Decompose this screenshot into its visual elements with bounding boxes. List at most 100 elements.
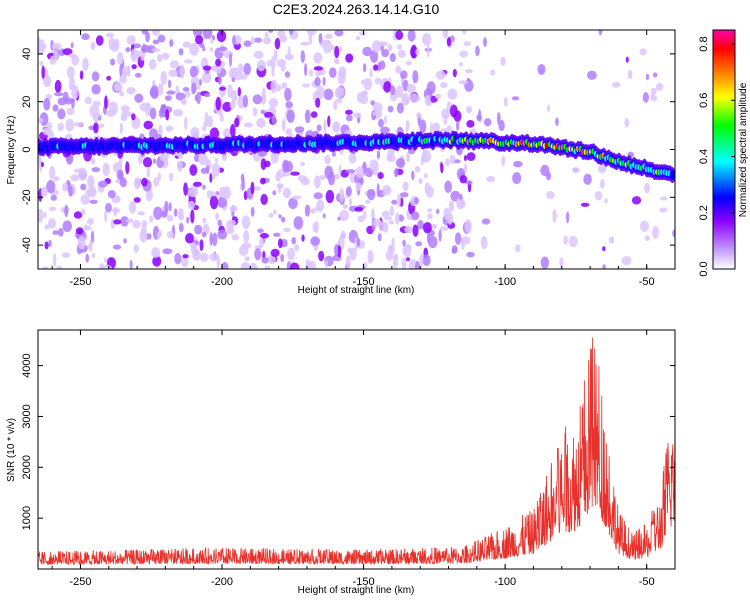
spectrogram-noise-blob	[220, 261, 229, 269]
trace-core	[670, 171, 675, 179]
spectrogram-noise-blob	[190, 209, 195, 224]
spectrogram-noise-blob	[89, 199, 98, 205]
spectrogram-noise-blob	[284, 54, 295, 61]
spectrogram-noise-blob	[137, 211, 146, 216]
spectrogram-noise-blob	[432, 122, 440, 132]
spectrogram-noise-blob	[38, 39, 45, 44]
spectrogram-noise-blob	[389, 205, 394, 217]
spectrogram-noise-blob	[537, 63, 546, 75]
spectrogram-noise-blob	[231, 233, 240, 241]
spectrogram-noise-blob	[268, 98, 279, 108]
spectrogram-noise-blob	[650, 93, 654, 99]
spectrogram-noise-blob	[300, 177, 310, 186]
spectrogram-noise-blob	[410, 44, 418, 59]
spectrogram-noise-blob	[302, 83, 310, 88]
spectrogram-noise-blob	[88, 240, 93, 253]
spectrogram-noise-blob	[388, 220, 395, 225]
spectrogram-noise-blob	[476, 114, 482, 121]
spectrogram-noise-blob	[313, 52, 323, 64]
spectrogram-noise-blob	[446, 37, 452, 47]
spectrogram-noise-blob	[217, 197, 228, 208]
spectrogram-noise-blob	[458, 193, 463, 200]
spectrogram-noise-blob	[156, 53, 163, 63]
spectrogram-noise-blob	[563, 235, 568, 245]
spectrogram-noise-blob	[399, 192, 409, 198]
spectrogram-noise-blob	[359, 31, 366, 36]
spectrogram-noise-blob	[90, 157, 96, 165]
spectrogram-noise-blob	[644, 235, 650, 242]
spectrogram-noise-blob	[381, 49, 390, 58]
spectrogram-noise-blob	[194, 94, 199, 102]
spectrogram-y-tick-label: 0	[21, 146, 33, 152]
spectrogram-noise-blob	[464, 69, 473, 74]
spectrogram-noise-blob	[252, 107, 258, 117]
spectrogram-noise-blob	[498, 120, 505, 132]
spectrogram-noise-blob	[272, 190, 277, 196]
spectrogram-noise-blob	[189, 42, 200, 56]
spectrogram-noise-blob	[166, 230, 175, 239]
spectrogram-noise-blob	[304, 109, 311, 124]
spectrogram-noise-blob	[87, 217, 94, 225]
spectrogram-noise-blob	[333, 120, 341, 133]
spectrogram-noise-blob	[193, 181, 202, 187]
spectrogram-noise-blob	[407, 30, 416, 42]
spectrogram-noise-blob	[372, 111, 380, 116]
spectrogram-noise-blob	[289, 262, 300, 269]
spectrogram-noise-blob	[383, 81, 392, 93]
spectrogram-noise-blob	[48, 206, 57, 211]
spectrogram-noise-blob	[415, 241, 423, 247]
spectrogram-noise-blob	[402, 239, 406, 247]
spectrogram-noise-blob	[71, 87, 79, 100]
spectrogram-noise-blob	[132, 43, 142, 49]
spectrogram-noise-blob	[166, 214, 174, 222]
spectrogram-noise-blob	[431, 223, 437, 230]
spectrogram-noise-blob	[152, 30, 160, 36]
spectrogram-noise-blob	[419, 119, 427, 134]
snr-y-tick-label: 3000	[21, 404, 33, 428]
spectrogram-noise-blob	[219, 84, 226, 98]
spectrogram-noise-blob	[264, 265, 271, 269]
spectrogram-noise-blob	[625, 56, 629, 63]
spectrogram-noise-blob	[501, 155, 506, 167]
spectrogram-noise-blob	[51, 42, 62, 50]
spectrogram-noise-blob	[461, 30, 467, 35]
snr-x-tick-label: -200	[211, 576, 233, 588]
colorbar-tick-label: 0.2	[698, 205, 710, 220]
spectrogram-noise-blob	[187, 200, 195, 210]
spectrogram-noise-blob	[104, 209, 108, 223]
spectrogram-noise-blob	[43, 211, 47, 218]
spectrogram-noise-blob	[278, 34, 288, 43]
spectrogram-noise-blob	[178, 213, 185, 221]
spectrogram-noise-blob	[158, 229, 162, 238]
spectrogram-noise-blob	[62, 182, 68, 192]
spectrogram-noise-blob	[237, 86, 242, 97]
spectrogram-noise-blob	[337, 71, 346, 85]
spectrogram-y-tick-label: -20	[21, 189, 33, 205]
spectrogram-noise-blob	[211, 162, 221, 177]
spectrogram-noise-blob	[565, 211, 570, 224]
spectrogram-noise-blob	[260, 193, 268, 205]
spectrogram-noise-blob	[292, 195, 302, 200]
spectrogram-noise-blob	[215, 58, 222, 67]
spectrogram-noise-blob	[357, 215, 365, 223]
spectrogram-noise-blob	[243, 122, 253, 128]
spectrogram-noise-blob	[106, 32, 115, 38]
spectrogram-noise-blob	[240, 173, 245, 182]
spectrogram-noise-blob	[414, 165, 421, 173]
spectrogram-noise-blob	[319, 174, 326, 181]
spectrogram-noise-blob	[179, 64, 185, 79]
spectrogram-noise-blob	[546, 190, 555, 200]
spectrogram-noise-blob	[134, 72, 142, 78]
spectrogram-noise-blob	[389, 53, 396, 63]
spectrogram-noise-blob	[234, 117, 240, 128]
spectrogram-noise-blob	[209, 252, 219, 262]
spectrogram-noise-blob	[164, 200, 169, 214]
spectrogram-noise-blob	[119, 64, 123, 77]
spectrogram-noise-blob	[261, 256, 269, 264]
spectrogram-noise-blob	[209, 127, 220, 140]
spectrogram-noise-blob	[91, 84, 101, 95]
spectrogram-noise-blob	[242, 94, 249, 108]
spectrogram-noise-blob	[182, 86, 190, 92]
spectrogram-noise-blob	[322, 213, 326, 219]
